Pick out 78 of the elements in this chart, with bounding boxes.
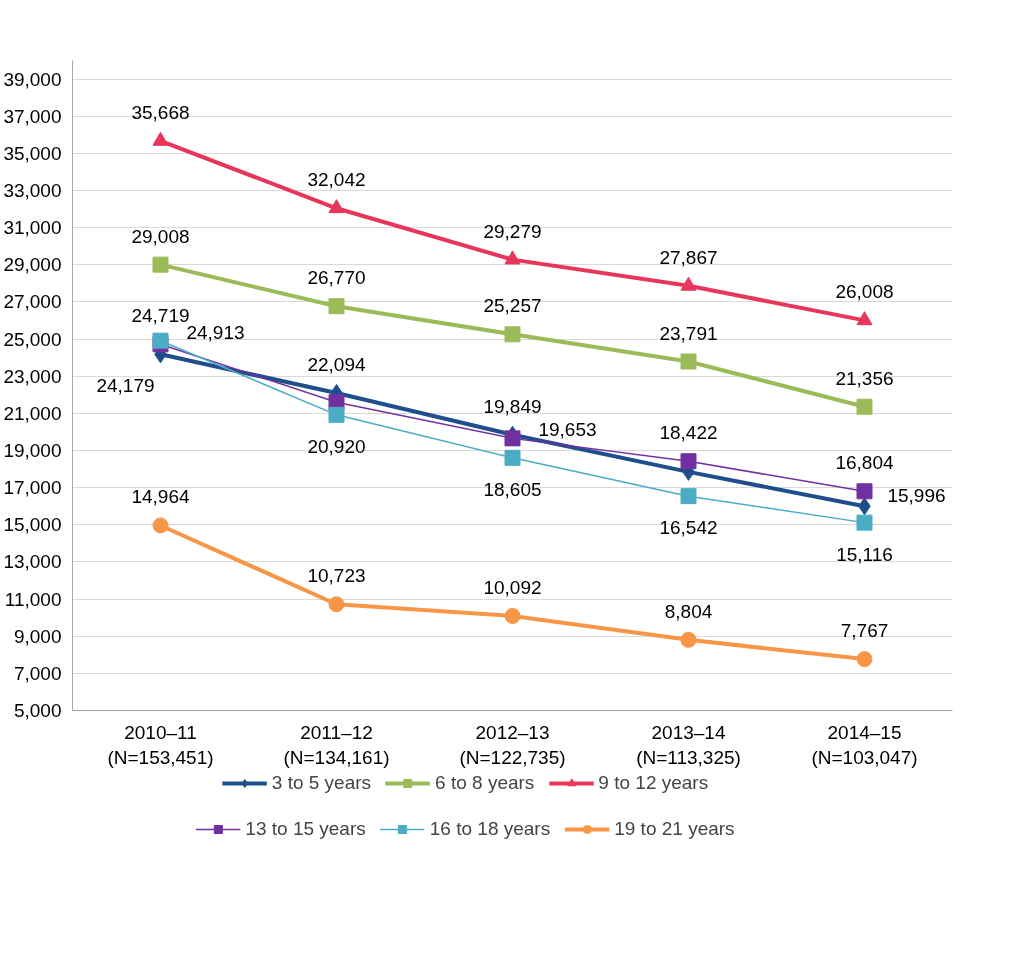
data-label: 14,964 (131, 486, 190, 508)
x-tick-label: 2010–11 (N=153,451) (107, 721, 214, 768)
point (856, 398, 873, 415)
data-label: 7,767 (840, 620, 889, 642)
data-label: 27,867 (659, 246, 718, 268)
data-label: 18,605 (483, 478, 542, 500)
point (680, 353, 697, 370)
point (504, 430, 521, 447)
data-label: 18,422 (659, 422, 718, 444)
data-label: 19,653 (538, 419, 597, 441)
y-tick-label: 5,000 (13, 700, 62, 721)
point (680, 631, 697, 648)
x-tick-label: 2013–14 (N=113,325) (636, 721, 741, 768)
y-tick-label: 33,000 (3, 180, 62, 201)
point (152, 517, 169, 534)
point (856, 311, 873, 326)
data-label: 16,804 (835, 452, 894, 474)
data-label: 15,996 (887, 485, 946, 507)
y-tick-label: 13,000 (3, 551, 62, 573)
point (680, 453, 697, 470)
data-label: 15,116 (836, 543, 893, 565)
data-label: 26,008 (835, 281, 894, 303)
y-tick-label: 29,000 (3, 254, 62, 276)
point (856, 514, 873, 531)
y-tick-label: 25,000 (3, 328, 62, 350)
legend-label: 9 to 12 years (598, 772, 709, 794)
data-label: 19,849 (483, 395, 542, 417)
data-label: 16,542 (659, 517, 718, 539)
data-label: 20,920 (307, 435, 366, 457)
y-tick-label: 21,000 (3, 402, 62, 424)
point (328, 199, 345, 214)
data-label: 23,791 (659, 322, 718, 344)
point (152, 131, 169, 146)
point (328, 406, 345, 423)
y-tick-label: 9,000 (13, 625, 62, 647)
data-label: 25,257 (483, 295, 542, 317)
y-tick-label: 19,000 (3, 440, 62, 461)
point (504, 607, 521, 624)
data-label: 35,668 (131, 101, 190, 123)
legend-label: 16 to 18 years (429, 818, 551, 840)
legend-label: 13 to 15 years (245, 818, 366, 840)
data-label: 24,179 (96, 375, 155, 397)
point (328, 298, 345, 315)
point (504, 326, 521, 343)
y-tick-label: 37,000 (3, 105, 62, 127)
y-tick-label: 7,000 (13, 662, 62, 684)
y-tick-label: 31,000 (3, 217, 62, 239)
x-tick-label: 2014–15 (N=103,047) (811, 721, 918, 768)
point (152, 332, 169, 349)
data-label: 22,094 (307, 354, 366, 376)
y-tick-label: 15,000 (3, 514, 62, 536)
point (680, 488, 697, 505)
x-tick-label: 2011–12 (N=134,161) (283, 721, 390, 768)
data-label: 32,042 (307, 169, 366, 191)
point (152, 256, 169, 273)
point (504, 449, 521, 466)
point (680, 276, 697, 291)
point (856, 483, 873, 500)
data-label: 26,770 (307, 267, 366, 289)
y-tick-label: 11,000 (4, 588, 62, 610)
data-label: 10,092 (483, 576, 542, 598)
legend-label: 6 to 8 years (435, 772, 535, 794)
y-tick-label: 35,000 (3, 142, 62, 164)
data-label: 8,804 (664, 600, 713, 622)
data-label: 29,279 (483, 220, 542, 242)
x-tick-label: 2012–13 (N=122,735) (459, 721, 566, 768)
y-tick-label: 39,000 (3, 68, 62, 90)
y-tick-label: 27,000 (3, 291, 62, 313)
point (328, 596, 345, 613)
data-label: 29,008 (131, 225, 190, 247)
point (504, 250, 521, 265)
legend-label: 3 to 5 years (271, 772, 372, 794)
legend-label: 19 to 21 years (614, 818, 735, 840)
point (856, 651, 873, 668)
data-label: 10,723 (307, 565, 366, 587)
y-tick-label: 17,000 (3, 477, 62, 499)
data-label: 21,356 (835, 367, 894, 389)
y-tick-label: 23,000 (3, 365, 62, 387)
